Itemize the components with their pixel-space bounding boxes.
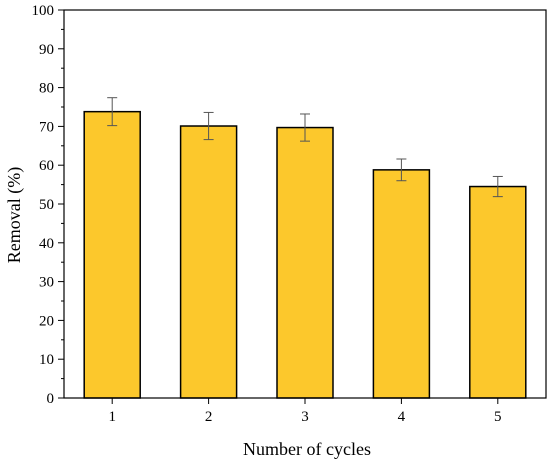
x-tick-label-4: 4 — [398, 409, 406, 425]
y-tick-label-20: 20 — [39, 313, 54, 329]
y-tick-label-40: 40 — [39, 236, 54, 252]
x-tick-label-1: 1 — [108, 409, 116, 425]
y-axis-title: Removal (%) — [4, 167, 25, 263]
bar-cycle-4 — [372, 169, 431, 399]
bar-cycle-5 — [469, 185, 527, 399]
x-axis-title: Number of cycles — [243, 439, 371, 459]
x-tick-label-3: 3 — [301, 409, 309, 425]
x-tick-label-2: 2 — [205, 409, 213, 425]
bar-cycle-3 — [276, 126, 334, 399]
y-tick-label-60: 60 — [39, 158, 54, 174]
x-tick-label-5: 5 — [494, 409, 502, 425]
y-tick-label-90: 90 — [39, 42, 54, 58]
y-tick-label-10: 10 — [39, 352, 54, 368]
bar-cycle-1 — [83, 110, 141, 399]
bar-cycle-2 — [179, 125, 238, 399]
y-tick-label-0: 0 — [47, 391, 55, 407]
plot-area: 0 10 20 30 40 50 60 70 80 90 100 1 2 3 4 5 — [32, 3, 547, 425]
y-tick-label-80: 80 — [39, 81, 54, 97]
y-axis-group: Removal (%) — [4, 167, 25, 263]
y-tick-label-50: 50 — [39, 197, 54, 213]
y-tick-label-30: 30 — [39, 275, 54, 291]
y-tick-label-70: 70 — [39, 119, 54, 135]
y-tick-label-100: 100 — [32, 3, 55, 19]
